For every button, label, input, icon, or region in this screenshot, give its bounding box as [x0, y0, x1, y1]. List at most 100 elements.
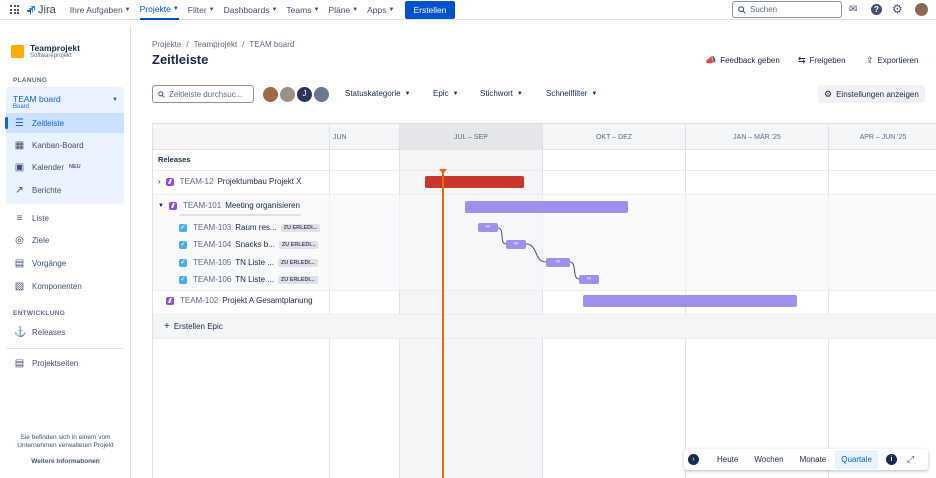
notifications-icon[interactable]: ✉: [849, 4, 858, 15]
settings-gear-icon[interactable]: ⚙: [892, 2, 903, 16]
nav-plaene[interactable]: Pläne ▼: [328, 5, 358, 15]
view-settings-button[interactable]: ⚙ Einstellungen anzeigen: [818, 85, 925, 103]
label-filter[interactable]: Stichwort ▼: [480, 89, 523, 98]
breadcrumb-projekte[interactable]: Projekte: [152, 40, 182, 49]
avatar[interactable]: [279, 86, 296, 103]
nav-label: Filter: [187, 4, 207, 15]
zoom-today[interactable]: Heute: [717, 455, 739, 464]
column-header-q3: JUL – SEP: [399, 124, 542, 150]
sidebar-item-label: Ziele: [32, 235, 50, 245]
sidebar-item-label: Releases: [32, 327, 66, 337]
zoom-quarters[interactable]: Quartale: [835, 450, 878, 469]
nav-projekte[interactable]: Projekte ▼: [139, 0, 179, 20]
issue-summary: TN Liste ...: [235, 275, 274, 284]
sidebar-item-kanban-board[interactable]: ▦ Kanban-Board: [6, 135, 124, 155]
chevron-right-icon[interactable]: ›: [158, 177, 161, 186]
zoom-weeks[interactable]: Wochen: [754, 455, 784, 464]
chevron-down-icon: ▼: [591, 90, 598, 97]
board-selector[interactable]: TEAM board Board ▼: [6, 87, 124, 204]
table-row[interactable]: ✓ TEAM-105 TN Liste ... ZU ERLEDI...: [179, 258, 318, 267]
nav-teams[interactable]: Teams ▼: [286, 5, 319, 15]
more-info-link[interactable]: Weitere Informationen: [31, 458, 100, 465]
nav-label: Ihre Aufgaben: [69, 4, 123, 15]
nav-apps[interactable]: Apps ▼: [367, 5, 394, 15]
create-epic-button[interactable]: + Erstellen Epic: [164, 321, 223, 332]
feedback-button[interactable]: 📣 Feedback geben: [705, 55, 780, 66]
create-epic-row-bg: [153, 315, 936, 338]
link-icon: ∞: [513, 241, 519, 247]
jira-logo[interactable]: Jira: [26, 4, 56, 16]
status-badge: ZU ERLEDI...: [278, 240, 319, 249]
nav-ihre-aufgaben[interactable]: Ihre Aufgaben ▼: [70, 5, 131, 15]
task-bar-team-105[interactable]: ∞: [546, 258, 570, 267]
list-icon: ≡: [16, 212, 23, 224]
task-bar-team-104[interactable]: ∞: [506, 240, 526, 249]
filter-label: Schnellfilter: [546, 89, 588, 98]
sidebar-item-releases[interactable]: ⚓ Releases: [6, 322, 124, 342]
avatar[interactable]: J: [296, 86, 313, 103]
issue-key: TEAM-104: [193, 240, 232, 249]
sidebar-item-komponenten[interactable]: ▧ Komponenten: [6, 276, 124, 296]
page-icon: ▤: [14, 357, 25, 369]
sidebar-item-kalender[interactable]: ▣ Kalender NEU: [6, 157, 124, 177]
epic-bar-team-101[interactable]: [465, 201, 628, 213]
zoom-months[interactable]: Monate: [799, 455, 827, 464]
dependency-lines: [497, 227, 580, 280]
breadcrumb-teamprojekt[interactable]: Teamprojekt: [193, 40, 238, 49]
avatar-unassigned[interactable]: [313, 86, 330, 103]
info-icon[interactable]: i: [885, 454, 897, 465]
sidebar-item-projektseiten[interactable]: ▤ Projektseiten: [6, 353, 124, 373]
link-icon: ∞: [555, 259, 561, 265]
feedback-label: Feedback geben: [720, 56, 780, 65]
sidebar-item-ziele[interactable]: ◎ Ziele: [6, 230, 124, 250]
column-header-q2-25: APR – JUN '25: [828, 124, 936, 150]
table-row[interactable]: TEAM-102 Projekt A Gesamtplanung: [166, 296, 313, 305]
timeline-search-placeholder: Zeitleiste durchsuc...: [169, 89, 243, 99]
table-row[interactable]: ▼ TEAM-101 Meeting organisieren: [158, 201, 300, 210]
chevron-down-icon[interactable]: ▼: [158, 202, 164, 209]
create-button[interactable]: Erstellen: [405, 0, 455, 19]
jira-logo-text: Jira: [38, 3, 56, 16]
export-button[interactable]: ⇪ Exportieren: [866, 55, 918, 66]
nav-filter[interactable]: Filter ▼: [188, 5, 215, 15]
sidebar-item-zeitleiste[interactable]: ☰ Zeitleiste: [5, 113, 124, 133]
epic-bar-team-102[interactable]: [583, 295, 797, 307]
task-bar-team-103[interactable]: ∞: [478, 223, 498, 232]
chevron-down-icon: ▼: [271, 6, 278, 13]
issue-summary: Projekt A Gesamtplanung: [222, 296, 313, 305]
sidebar-item-label: Liste: [32, 213, 49, 223]
quick-filter[interactable]: Schnellfilter ▼: [546, 89, 597, 98]
jira-logo-icon: [27, 5, 35, 15]
profile-avatar[interactable]: [915, 3, 928, 16]
collapse-icon[interactable]: ›: [688, 454, 699, 465]
task-bar-team-106[interactable]: ∞: [579, 275, 599, 284]
status-category-filter[interactable]: Statuskategorie ▼: [345, 89, 411, 98]
export-label: Exportieren: [877, 56, 919, 65]
status-badge: ZU ERLEDI...: [280, 223, 321, 232]
timeline-search-input[interactable]: Zeitleiste durchsuc...: [152, 85, 254, 103]
fullscreen-icon[interactable]: ⤢: [906, 454, 915, 464]
sidebar-item-berichte[interactable]: ↗ Berichte: [6, 180, 124, 200]
share-button[interactable]: ⇆ Freigeben: [798, 55, 846, 66]
nav-dashboards[interactable]: Dashboards ▼: [224, 5, 278, 15]
table-row[interactable]: › TEAM-12 Projektumbau Projekt X: [158, 177, 302, 186]
zoom-control: › Heute Wochen Monate Quartale i ⤢: [684, 449, 928, 470]
table-row[interactable]: ✓ TEAM-104 Snacks b... ZU ERLEDI...: [179, 240, 319, 249]
sidebar-item-vorgaenge[interactable]: ▤ Vorgänge: [6, 253, 124, 273]
breadcrumb-team-board[interactable]: TEAM board: [249, 40, 295, 49]
view-settings-label: Einstellungen anzeigen: [836, 89, 919, 99]
page-title: Zeitleiste: [152, 52, 209, 67]
nav-label: Pläne: [328, 4, 351, 15]
avatar[interactable]: [262, 86, 279, 103]
row-divider: [153, 314, 936, 315]
app-switcher-icon[interactable]: [10, 5, 19, 14]
status-badge: ZU ERLEDI...: [277, 275, 318, 284]
sidebar-item-liste[interactable]: ≡ Liste: [6, 208, 124, 228]
epic-bar-team-12[interactable]: [425, 176, 524, 188]
help-icon[interactable]: ?: [871, 4, 882, 15]
table-row[interactable]: ✓ TEAM-103 Raum res... ZU ERLEDI...: [179, 223, 321, 232]
table-row[interactable]: ✓ TEAM-106 TN Liste ... ZU ERLEDI...: [179, 275, 318, 284]
chevron-down-icon: ▼: [112, 97, 118, 103]
epic-filter[interactable]: Epic ▼: [433, 89, 459, 98]
search-input[interactable]: Suchen: [732, 1, 842, 18]
